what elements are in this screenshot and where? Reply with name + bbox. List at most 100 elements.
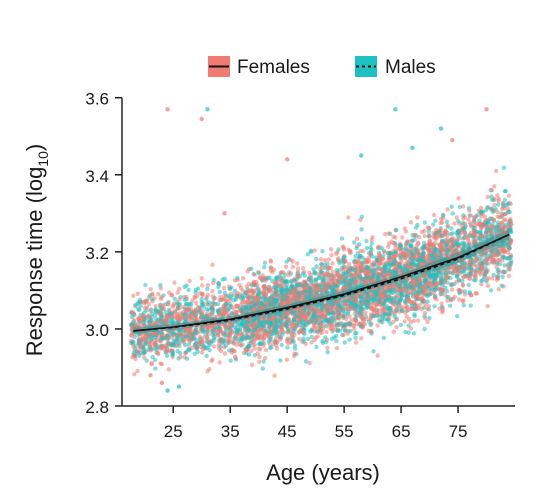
scatter-point bbox=[449, 204, 454, 209]
scatter-point bbox=[305, 336, 311, 342]
scatter-point bbox=[452, 221, 457, 226]
scatter-point bbox=[189, 313, 194, 318]
scatter-point bbox=[220, 277, 225, 282]
scatter-point bbox=[249, 362, 255, 367]
scatter-point bbox=[374, 302, 379, 307]
scatter-point bbox=[422, 310, 428, 316]
scatter-point bbox=[426, 290, 432, 295]
scatter-point bbox=[393, 235, 398, 240]
scatter-point bbox=[391, 241, 396, 246]
scatter-point bbox=[222, 332, 227, 338]
scatter-point bbox=[485, 303, 490, 309]
scatter-point bbox=[439, 301, 444, 306]
scatter-point bbox=[359, 227, 364, 232]
scatter-point bbox=[330, 261, 335, 266]
scatter-point bbox=[491, 272, 496, 278]
scatter-point bbox=[205, 334, 210, 340]
scatter-point bbox=[462, 240, 467, 246]
scatter-point bbox=[459, 230, 465, 235]
scatter-point bbox=[135, 368, 140, 374]
scatter-point bbox=[263, 347, 269, 353]
scatter-point bbox=[416, 284, 421, 289]
scatter-point bbox=[159, 362, 165, 367]
scatter-point bbox=[142, 305, 148, 311]
scatter-point bbox=[455, 242, 461, 247]
scatter-point bbox=[257, 275, 263, 280]
scatter-point bbox=[292, 351, 297, 356]
scatter-point bbox=[444, 240, 449, 245]
scatter-point bbox=[499, 283, 504, 288]
scatter-point bbox=[165, 341, 171, 347]
scatter-point bbox=[349, 318, 354, 323]
scatter-point bbox=[163, 313, 169, 319]
scatter-point bbox=[152, 343, 157, 348]
scatter-point bbox=[445, 298, 450, 303]
scatter-point bbox=[204, 307, 209, 312]
scatter-point bbox=[312, 270, 318, 275]
scatter-point bbox=[346, 309, 351, 314]
scatter-point bbox=[416, 241, 421, 246]
scatter-point bbox=[332, 335, 337, 340]
scatter-point bbox=[419, 229, 425, 235]
scatter-point bbox=[456, 196, 461, 201]
scatter-point bbox=[335, 306, 340, 311]
scatter-point bbox=[272, 373, 277, 378]
scatter-point bbox=[153, 366, 158, 371]
scatter-point bbox=[216, 284, 221, 290]
scatter-point bbox=[234, 310, 239, 315]
scatter-point bbox=[471, 232, 477, 237]
scatter-point bbox=[353, 340, 359, 345]
scatter-point bbox=[495, 274, 500, 279]
scatter-point bbox=[207, 347, 212, 353]
scatter-point bbox=[320, 338, 325, 344]
scatter-point bbox=[468, 266, 473, 271]
scatter-point bbox=[348, 304, 353, 309]
scatter-point bbox=[466, 217, 471, 222]
scatter-point bbox=[342, 340, 347, 345]
scatter-point bbox=[467, 220, 473, 225]
scatter-point bbox=[158, 283, 163, 288]
scatter-point bbox=[496, 196, 501, 201]
scatter-point bbox=[193, 300, 199, 306]
scatter-point bbox=[496, 258, 501, 263]
scatter-point bbox=[144, 358, 149, 363]
scatter-point bbox=[307, 360, 312, 366]
scatter-point bbox=[335, 300, 340, 305]
scatter-point bbox=[422, 326, 427, 332]
scatter-point bbox=[412, 232, 417, 237]
scatter-point bbox=[329, 315, 334, 320]
scatter-point bbox=[438, 251, 443, 256]
scatter-point bbox=[252, 272, 257, 277]
scatter-point bbox=[233, 297, 238, 302]
scatter-point bbox=[186, 287, 191, 293]
scatter-point bbox=[469, 293, 474, 298]
scatter-point bbox=[303, 359, 309, 364]
scatter-point bbox=[260, 290, 266, 296]
scatter-point bbox=[164, 353, 170, 358]
scatter-point bbox=[303, 295, 309, 300]
scatter-point bbox=[285, 345, 290, 350]
scatter-point bbox=[278, 358, 283, 363]
scatter-point bbox=[341, 323, 347, 328]
scatter-point bbox=[274, 275, 279, 280]
scatter-point bbox=[425, 253, 431, 258]
scatter-point bbox=[358, 217, 363, 222]
scatter-point bbox=[354, 295, 359, 300]
scatter-point bbox=[473, 291, 479, 296]
scatter-point bbox=[352, 240, 357, 245]
scatter-point bbox=[324, 329, 329, 335]
scatter-points bbox=[128, 107, 514, 393]
scatter-point bbox=[466, 276, 471, 281]
scatter-point bbox=[371, 349, 376, 354]
scatter-point bbox=[201, 335, 207, 340]
scatter-point bbox=[482, 250, 487, 256]
scatter-point bbox=[375, 353, 380, 358]
scatter-point bbox=[329, 253, 334, 258]
scatter-point bbox=[438, 216, 444, 222]
scatter-point bbox=[454, 274, 460, 279]
scatter-point bbox=[357, 242, 362, 247]
scatter-point bbox=[129, 314, 135, 320]
scatter-point bbox=[169, 342, 174, 347]
scatter-point bbox=[195, 304, 201, 310]
